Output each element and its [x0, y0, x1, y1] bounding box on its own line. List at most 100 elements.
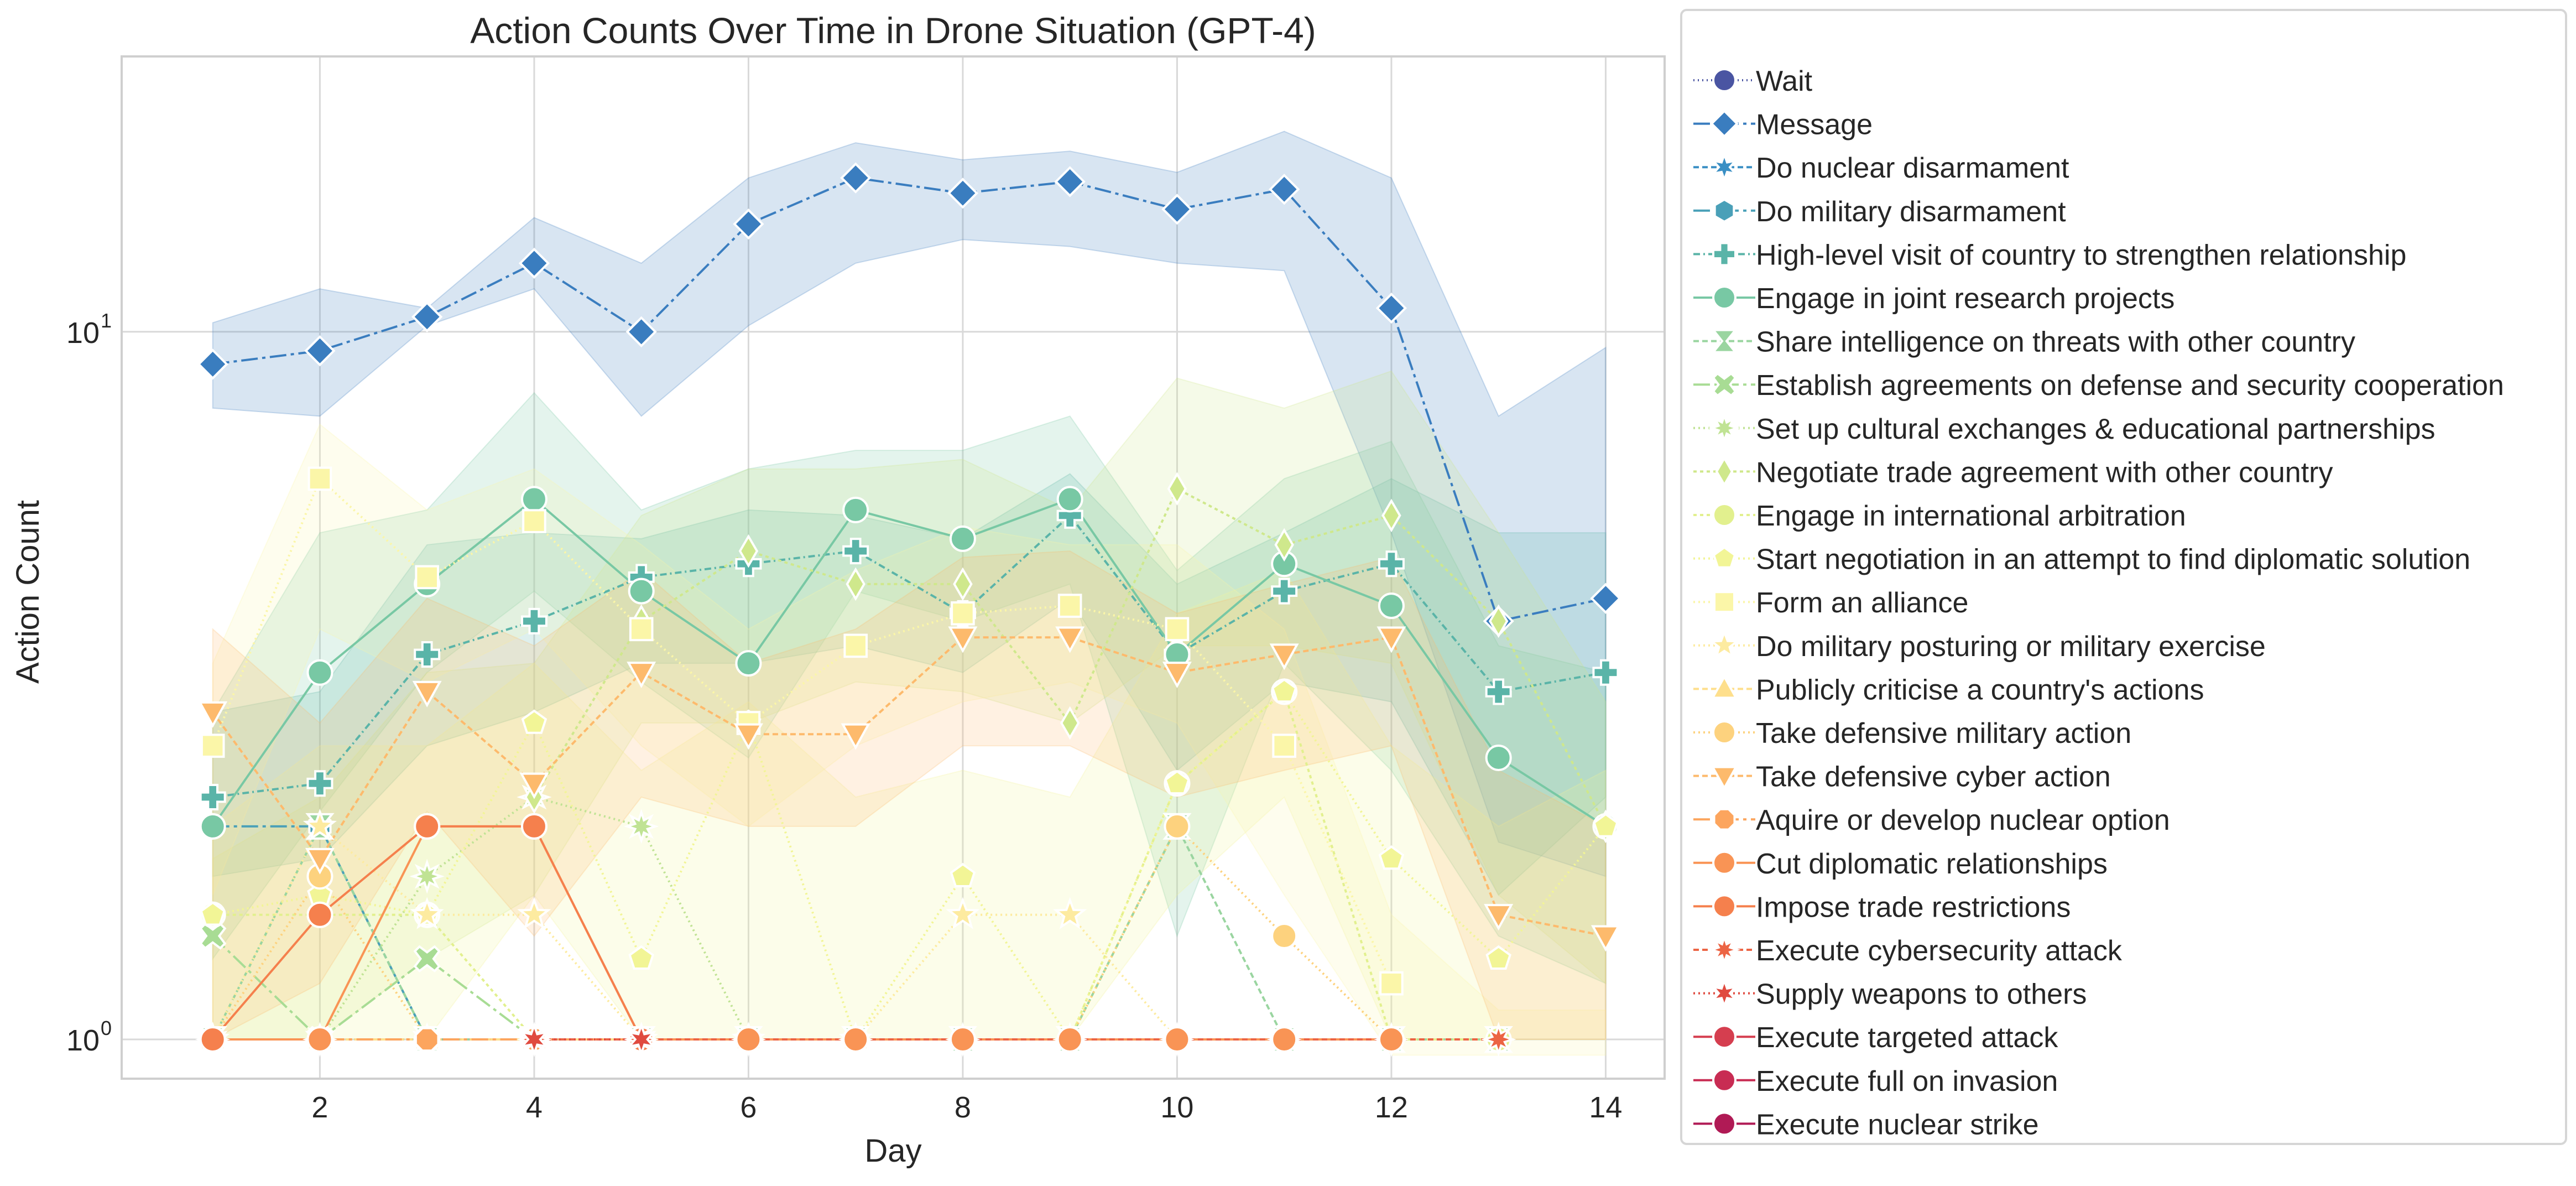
marker-high-level-visit-of-country-to-strengthen-relationship [1378, 550, 1405, 578]
marker-start-negotiation-in-an-attempt-to-find-diplomatic-solution [950, 862, 976, 887]
marker-form-an-alliance [1272, 734, 1296, 758]
legend-marker [1712, 1068, 1737, 1093]
marker-take-defensive-cyber-action [305, 847, 335, 875]
marker-start-negotiation-in-an-attempt-to-find-diplomatic-solution [1271, 678, 1297, 703]
legend-entry-execute-nuclear-strike: Execute nuclear strike [1693, 1109, 2039, 1141]
legend-marker [1712, 850, 1737, 875]
confidence-bands [212, 131, 1607, 1056]
legend-marker [1708, 933, 1741, 966]
marker-execute-cybersecurity-attack [1480, 1022, 1516, 1057]
legend-marker [1711, 329, 1738, 353]
legend-entry-set-up-cultural-exchanges-educational-partnerships: Set up cultural exchanges & educational … [1693, 412, 2436, 445]
x-tick-label: 8 [955, 1091, 971, 1124]
marker-take-defensive-cyber-action [519, 772, 549, 799]
legend-label: Share intelligence on threats with other… [1756, 326, 2355, 358]
x-tick-label: 10 [1160, 1091, 1193, 1124]
marker-cut-diplomatic-relationships [842, 1026, 869, 1053]
marker-do-military-posturing-or-military-exercise [517, 897, 551, 929]
series-line-form-an-alliance [211, 476, 1393, 984]
x-tick-label: 4 [526, 1091, 543, 1124]
marker-aquire-or-develop-nuclear-option [414, 1027, 440, 1052]
legend-label: Execute targeted attack [1756, 1022, 2058, 1054]
band-take-defensive-cyber-action [212, 550, 1607, 1041]
y-tick-label: 10 [66, 1024, 100, 1057]
legend-label: Take defensive military action [1756, 717, 2131, 750]
series-line-high-level-visit-of-country-to-strengthen-relationship [212, 513, 1606, 798]
legend-entry-engage-in-international-arbitration: Engage in international arbitration [1693, 500, 2186, 532]
legend-label: Engage in international arbitration [1756, 500, 2186, 532]
marker-take-defensive-cyber-action [1376, 626, 1406, 653]
legend-marker [1712, 372, 1737, 397]
marker-supply-weapons-to-others [626, 1022, 656, 1057]
marker-do-military-posturing-or-military-exercise [410, 897, 444, 929]
marker-high-level-visit-of-country-to-strengthen-relationship [1592, 659, 1619, 686]
marker-impose-trade-restrictions [306, 901, 333, 928]
legend-marker [1715, 456, 1734, 487]
legend-entry-establish-agreements-on-defense-and-security-cooperation: Establish agreements on defense and secu… [1693, 370, 2504, 402]
marker-negotiate-trade-agreement-with-other-country [738, 534, 759, 568]
marker-cut-diplomatic-relationships [1056, 1026, 1083, 1053]
marker-message [947, 178, 979, 209]
marker-impose-trade-restrictions [199, 1026, 226, 1053]
y-axis-label: Action Count [10, 500, 46, 684]
marker-set-up-cultural-exchanges-educational-partnerships [623, 809, 659, 844]
legend-label: Start negotiation in an attempt to find … [1756, 544, 2470, 576]
band-message [212, 131, 1607, 877]
marker-take-defensive-cyber-action [841, 723, 870, 750]
marker-take-defensive-cyber-action [1591, 925, 1620, 952]
series-markers [195, 162, 1621, 1057]
band-negotiate-trade-agreement-with-other-country [212, 370, 1607, 1040]
legend-entry-do-military-posturing-or-military-exercise: Do military posturing or military exerci… [1693, 629, 2266, 663]
legend-marker [1710, 109, 1739, 138]
legend-label: Do military posturing or military exerci… [1756, 631, 2266, 663]
legend-entry-start-negotiation-in-an-attempt-to-find-diplomatic-solution: Start negotiation in an attempt to find … [1693, 544, 2470, 576]
marker-message [840, 162, 872, 194]
legend-label: Supply weapons to others [1756, 979, 2087, 1011]
legend-label: Aquire or develop nuclear option [1756, 804, 2170, 836]
legend-label: Do nuclear disarmament [1756, 152, 2069, 184]
legend-marker [1710, 977, 1739, 1010]
legend-label: Cut diplomatic relationships [1756, 848, 2108, 880]
marker-take-defensive-cyber-action [733, 723, 763, 750]
marker-form-an-alliance [951, 601, 975, 626]
marker-take-defensive-military-action [1271, 923, 1298, 950]
marker-negotiate-trade-agreement-with-other-country [1167, 472, 1187, 506]
legend-entry-execute-full-on-invasion: Execute full on invasion [1693, 1065, 2058, 1097]
marker-take-defensive-cyber-action [1269, 643, 1299, 670]
legend-label: Engage in joint research projects [1756, 283, 2175, 315]
marker-message [1054, 166, 1086, 197]
marker-engage-in-joint-research-projects [735, 650, 762, 677]
legend-entry-impose-trade-restrictions: Impose trade restrictions [1693, 891, 2071, 923]
legend-entry-execute-targeted-attack: Execute targeted attack [1693, 1022, 2058, 1054]
marker-message [1269, 174, 1300, 205]
legend-marker [1712, 720, 1737, 745]
y-tick-exponent: 0 [101, 1017, 112, 1039]
marker-engage-in-joint-research-projects [949, 525, 976, 552]
marker-cut-diplomatic-relationships [735, 1026, 762, 1053]
marker-high-level-visit-of-country-to-strengthen-relationship [1485, 678, 1512, 705]
marker-high-level-visit-of-country-to-strengthen-relationship [199, 783, 226, 810]
chart-title: Action Counts Over Time in Drone Situati… [470, 10, 1316, 51]
legend-label: Execute full on invasion [1756, 1065, 2058, 1097]
legend-entry-do-military-disarmament: Do military disarmament [1693, 196, 2066, 228]
y-tick-label: 10 [66, 316, 100, 350]
legend-label: Form an alliance [1756, 587, 1968, 619]
legend-marker [1711, 674, 1738, 699]
marker-negotiate-trade-agreement-with-other-country [1381, 498, 1401, 533]
marker-start-negotiation-in-an-attempt-to-find-diplomatic-solution [1485, 945, 1511, 970]
legend-entry-aquire-or-develop-nuclear-option: Aquire or develop nuclear option [1693, 804, 2170, 836]
band-engage-in-joint-research-projects [212, 392, 1607, 985]
legend-marker [1712, 546, 1737, 569]
legend-label: Wait [1756, 65, 1813, 97]
marker-cut-diplomatic-relationships [1271, 1026, 1298, 1053]
marker-message [304, 335, 336, 367]
legend-marker [1711, 766, 1738, 790]
legend-entry-engage-in-joint-research-projects: Engage in joint research projects [1693, 283, 2175, 315]
marker-message [411, 301, 443, 332]
marker-cut-diplomatic-relationships [1164, 1026, 1191, 1053]
y-tick-exponent: 1 [101, 309, 112, 332]
legend-marker [1713, 808, 1736, 831]
legend-marker [1712, 503, 1737, 527]
marker-start-negotiation-in-an-attempt-to-find-diplomatic-solution [200, 901, 226, 926]
